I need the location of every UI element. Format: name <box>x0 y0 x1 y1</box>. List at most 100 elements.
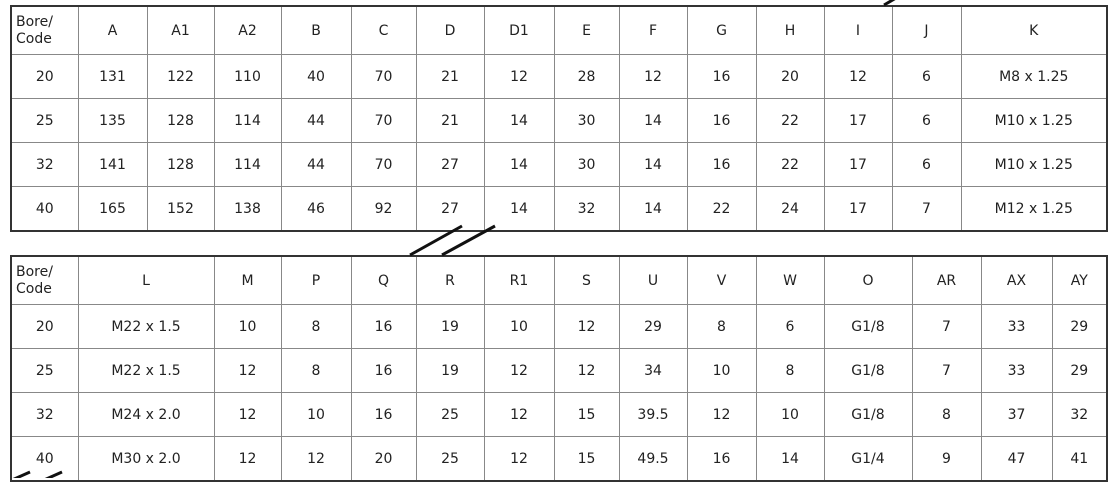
table-cell: 14 <box>755 436 825 482</box>
header-f: F <box>618 5 688 55</box>
table-cell: 70 <box>350 142 417 187</box>
table-cell: 10 <box>483 304 555 349</box>
table-row: 32 141 128 114 44 70 27 14 30 14 16 22 17 6 M10 x 1.25 <box>10 142 1108 187</box>
table-cell: 19 <box>415 348 485 393</box>
table-cell: 44 <box>280 142 352 187</box>
header-ax: AX <box>980 255 1053 305</box>
table-cell: 131 <box>77 54 148 99</box>
table-cell: 46 <box>280 186 352 232</box>
header-a: A <box>77 5 148 55</box>
table-cell: 7 <box>891 186 962 232</box>
table-cell: 128 <box>146 98 215 143</box>
table-row: 40 165 152 138 46 92 27 14 32 14 22 24 17 7 M12 x 1.25 <box>10 186 1108 232</box>
table-row: 20 M22 x 1.5 10 8 16 19 10 12 29 8 6 G1/8 7 33 29 <box>10 304 1108 349</box>
table-cell: 29 <box>618 304 688 349</box>
table-row: 20 131 122 110 40 70 21 12 28 12 16 20 12 6 M8 x 1.25 <box>10 54 1108 99</box>
table-cell: 24 <box>755 186 825 232</box>
table-cell: 152 <box>146 186 215 232</box>
table-cell: G1/4 <box>823 436 913 482</box>
table-cell: M22 x 1.5 <box>77 348 215 393</box>
table-cell: 32 <box>1051 392 1108 437</box>
table-cell: 16 <box>686 98 757 143</box>
table-cell: 25 <box>10 98 79 143</box>
table-cell: 27 <box>415 142 485 187</box>
table-cell: 12 <box>823 54 893 99</box>
header-e: E <box>553 5 620 55</box>
table-cell: 22 <box>755 98 825 143</box>
table-cell: 16 <box>350 304 417 349</box>
table-cell: 20 <box>10 304 79 349</box>
table-cell: 47 <box>980 436 1053 482</box>
table-cell: 14 <box>483 142 555 187</box>
header-m: M <box>213 255 282 305</box>
header-s: S <box>553 255 620 305</box>
table-cell: 122 <box>146 54 215 99</box>
header-bore-code: Bore/ Code <box>10 5 79 55</box>
table-cell: 138 <box>213 186 282 232</box>
table-cell: 32 <box>10 392 79 437</box>
header-c: C <box>350 5 417 55</box>
dimensions-table-top: Bore/ Code A A1 A2 B C D D1 E F G H I J K 20 131 122 110 4… <box>10 5 1108 232</box>
table-cell: 14 <box>483 98 555 143</box>
header-q: Q <box>350 255 417 305</box>
table-cell: G1/8 <box>823 392 913 437</box>
table-cell: 19 <box>415 304 485 349</box>
table-cell: M12 x 1.25 <box>960 186 1108 232</box>
table-cell: 9 <box>911 436 982 482</box>
table-cell: 114 <box>213 142 282 187</box>
table-cell: 21 <box>415 98 485 143</box>
table-cell: M30 x 2.0 <box>77 436 215 482</box>
table-row: 25 M22 x 1.5 12 8 16 19 12 12 34 10 8 G1/8 7 33 29 <box>10 348 1108 393</box>
table-cell: 8 <box>280 348 352 393</box>
header-a1: A1 <box>146 5 215 55</box>
header-g: G <box>686 5 757 55</box>
table-cell: 16 <box>686 142 757 187</box>
header-ay: AY <box>1051 255 1108 305</box>
table-cell: 33 <box>980 348 1053 393</box>
table-cell: 17 <box>823 98 893 143</box>
table-cell: 128 <box>146 142 215 187</box>
break-mark-bottom-1 <box>12 470 31 478</box>
table-cell: 12 <box>553 348 620 393</box>
break-mark-middle-1 <box>409 224 463 257</box>
break-mark-bottom-2 <box>44 470 63 478</box>
table-cell: 135 <box>77 98 148 143</box>
table-cell: 8 <box>911 392 982 437</box>
header-d: D <box>415 5 485 55</box>
table-cell: 30 <box>553 142 620 187</box>
header-ar: AR <box>911 255 982 305</box>
table-cell: 20 <box>10 54 79 99</box>
header-r1: R1 <box>483 255 555 305</box>
table-cell: 141 <box>77 142 148 187</box>
table-cell: 10 <box>686 348 757 393</box>
table-cell: 15 <box>553 392 620 437</box>
table-cell: 40 <box>10 186 79 232</box>
table-cell: 10 <box>213 304 282 349</box>
table-cell: M10 x 1.25 <box>960 142 1108 187</box>
table-cell: 110 <box>213 54 282 99</box>
header-d1: D1 <box>483 5 555 55</box>
header-w: W <box>755 255 825 305</box>
table-row: 40 M30 x 2.0 12 12 20 25 12 15 49.5 16 14 G1/4 9 47 41 <box>10 436 1108 482</box>
table-cell: 20 <box>350 436 417 482</box>
table-cell: 12 <box>618 54 688 99</box>
table-cell: 25 <box>415 392 485 437</box>
table-cell: G1/8 <box>823 348 913 393</box>
table-cell: 6 <box>891 142 962 187</box>
table-cell: 10 <box>280 392 352 437</box>
table-cell: 16 <box>686 436 757 482</box>
table-cell: 8 <box>755 348 825 393</box>
table-row: 32 M24 x 2.0 12 10 16 25 12 15 39.5 12 10 G1/8 8 37 32 <box>10 392 1108 437</box>
break-mark-middle-2 <box>441 224 496 257</box>
table-cell: 41 <box>1051 436 1108 482</box>
table-cell: 12 <box>213 348 282 393</box>
dimensions-table-bottom: Bore/ Code L M P Q R R1 S U V W O AR AX AY 20 M22 x 1.5… <box>10 255 1108 482</box>
table-cell: 16 <box>686 54 757 99</box>
table-row: 25 135 128 114 44 70 21 14 30 14 16 22 17 6 M10 x 1.25 <box>10 98 1108 143</box>
table-cell: 12 <box>483 348 555 393</box>
table-cell: 92 <box>350 186 417 232</box>
header-j: J <box>891 5 962 55</box>
table-cell: 16 <box>350 348 417 393</box>
table-cell: 165 <box>77 186 148 232</box>
table-cell: 21 <box>415 54 485 99</box>
